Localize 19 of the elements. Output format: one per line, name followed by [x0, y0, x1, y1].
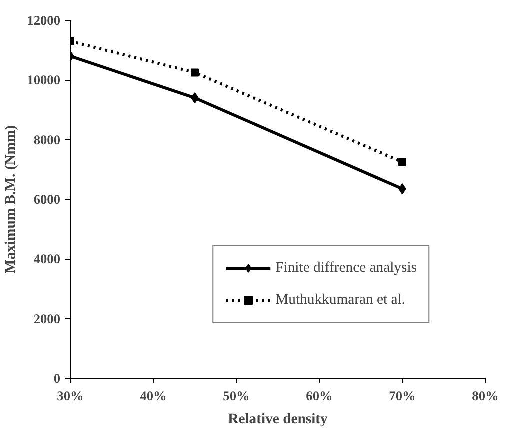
y-tick-label: 6000	[34, 192, 61, 207]
y-tick-label: 12000	[27, 13, 61, 28]
y-axis-title: Maximum B.M. (Nmm)	[3, 125, 20, 274]
x-axis-title: Relative density	[228, 412, 329, 428]
x-tick-label: 40%	[140, 388, 167, 404]
point	[398, 158, 406, 166]
legend-label: Muthukkumaran et al.	[276, 292, 406, 308]
y-tick-label: 0	[54, 371, 61, 386]
legend-label: Finite diffrence analysis	[276, 260, 417, 276]
x-tick-label: 80%	[472, 388, 499, 404]
x-tick-label: 70%	[389, 388, 416, 404]
point	[191, 68, 199, 77]
x-tick-label: 60%	[306, 388, 333, 404]
y-tick-label: 8000	[34, 132, 61, 148]
y-tick-label: 10000	[27, 72, 61, 88]
x-tick-label: 50%	[223, 388, 250, 404]
x-tick-label: 30%	[57, 388, 84, 404]
y-tick-label: 4000	[34, 252, 61, 267]
y-tick-label: 2000	[34, 311, 61, 326]
